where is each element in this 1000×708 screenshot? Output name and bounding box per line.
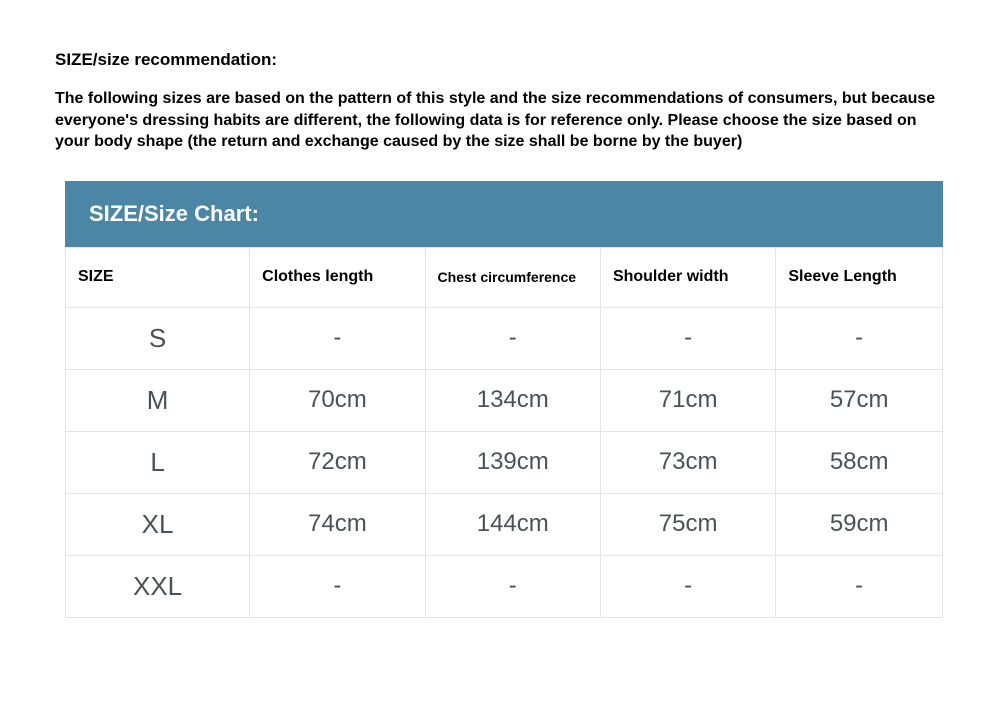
cell-size: XXL xyxy=(66,555,250,617)
table-row: S - - - - xyxy=(66,307,943,369)
table-row: L 72cm 139cm 73cm 58cm xyxy=(66,431,943,493)
cell-value: - xyxy=(600,307,775,369)
size-recommendation-heading: SIZE/size recommendation: xyxy=(55,50,945,70)
cell-value: - xyxy=(250,307,425,369)
table-row: M 70cm 134cm 71cm 57cm xyxy=(66,369,943,431)
table-header-row: SIZE Clothes length Chest circumference … xyxy=(66,247,943,307)
col-header-clothes-length: Clothes length xyxy=(250,247,425,307)
cell-value: - xyxy=(425,555,600,617)
cell-value: 73cm xyxy=(600,431,775,493)
cell-value: 74cm xyxy=(250,493,425,555)
cell-value: 71cm xyxy=(600,369,775,431)
cell-size: M xyxy=(66,369,250,431)
size-recommendation-description: The following sizes are based on the pat… xyxy=(55,88,945,153)
cell-value: 57cm xyxy=(776,369,943,431)
cell-value: 144cm xyxy=(425,493,600,555)
cell-value: 70cm xyxy=(250,369,425,431)
cell-value: 134cm xyxy=(425,369,600,431)
col-header-size: SIZE xyxy=(66,247,250,307)
cell-size: S xyxy=(66,307,250,369)
cell-value: - xyxy=(425,307,600,369)
cell-value: - xyxy=(250,555,425,617)
cell-value: 139cm xyxy=(425,431,600,493)
cell-value: - xyxy=(600,555,775,617)
cell-value: 72cm xyxy=(250,431,425,493)
cell-value: - xyxy=(776,307,943,369)
cell-size: XL xyxy=(66,493,250,555)
cell-value: 59cm xyxy=(776,493,943,555)
table-row: XXL - - - - xyxy=(66,555,943,617)
cell-size: L xyxy=(66,431,250,493)
cell-value: - xyxy=(776,555,943,617)
cell-value: 58cm xyxy=(776,431,943,493)
table-row: XL 74cm 144cm 75cm 59cm xyxy=(66,493,943,555)
col-header-sleeve-length: Sleeve Length xyxy=(776,247,943,307)
page-container: SIZE/size recommendation: The following … xyxy=(0,0,1000,618)
col-header-shoulder-width: Shoulder width xyxy=(600,247,775,307)
cell-value: 75cm xyxy=(600,493,775,555)
col-header-chest-circumference: Chest circumference xyxy=(425,247,600,307)
size-chart-table: SIZE Clothes length Chest circumference … xyxy=(65,247,943,618)
size-chart: SIZE/Size Chart: SIZE Clothes length Che… xyxy=(65,181,943,618)
size-chart-title: SIZE/Size Chart: xyxy=(65,181,943,247)
